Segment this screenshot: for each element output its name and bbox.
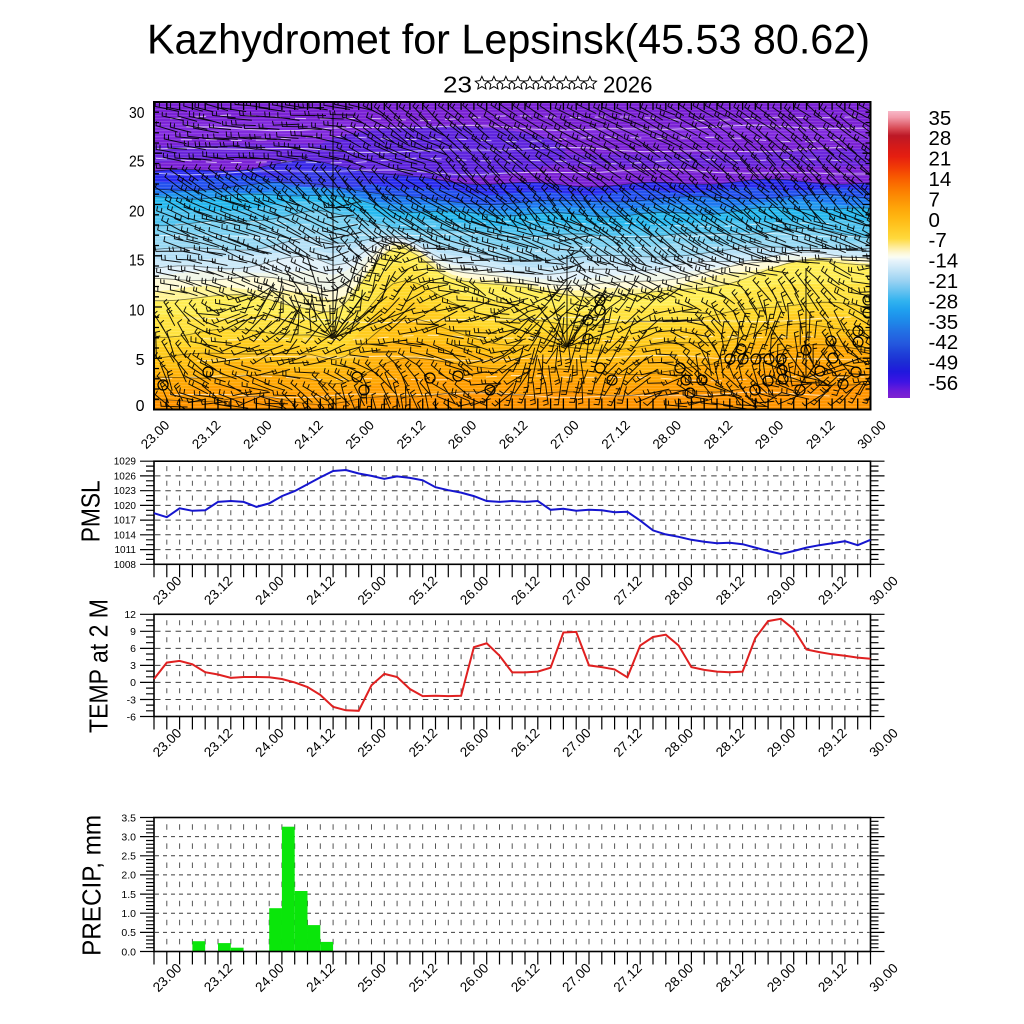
svg-text:-35: -35 [929, 311, 959, 334]
svg-text:-56: -56 [929, 372, 959, 395]
svg-text:7: 7 [929, 188, 940, 211]
svg-text:0.0: 0.0 [121, 946, 136, 958]
svg-text:1029: 1029 [114, 457, 137, 468]
svg-text:21: 21 [929, 148, 952, 171]
svg-text:-3: -3 [127, 694, 136, 706]
svg-text:-6: -6 [127, 711, 136, 723]
svg-text:5: 5 [136, 352, 145, 369]
svg-text:2026: 2026 [603, 72, 653, 98]
svg-text:TEMP at 2 M: TEMP at 2 M [84, 599, 114, 733]
svg-text:2.5: 2.5 [121, 851, 136, 863]
svg-text:35: 35 [929, 107, 952, 130]
svg-text:-28: -28 [929, 290, 959, 313]
svg-text:1008: 1008 [114, 560, 137, 571]
svg-text:-49: -49 [929, 352, 959, 375]
svg-text:-42: -42 [929, 331, 959, 354]
svg-text:2.0: 2.0 [121, 870, 136, 882]
svg-text:1011: 1011 [114, 545, 136, 556]
svg-text:-7: -7 [929, 229, 947, 252]
svg-text:1014: 1014 [114, 530, 137, 541]
svg-text:-21: -21 [929, 270, 959, 293]
svg-text:PRECIP, mm: PRECIP, mm [77, 815, 107, 956]
svg-text:-14: -14 [929, 250, 959, 273]
svg-text:0: 0 [929, 209, 940, 232]
svg-text:3.0: 3.0 [121, 831, 136, 843]
svg-text:PMSL: PMSL [76, 480, 106, 542]
svg-text:1020: 1020 [114, 501, 137, 512]
svg-text:1017: 1017 [114, 516, 137, 527]
svg-text:Kazhydromet for Lepsinsk(45.53: Kazhydromet for Lepsinsk(45.53 80.62) [147, 16, 870, 63]
svg-text:12: 12 [124, 609, 136, 621]
svg-text:0.5: 0.5 [121, 927, 136, 939]
svg-text:28: 28 [929, 127, 952, 150]
svg-text:9: 9 [130, 626, 136, 638]
svg-text:6: 6 [130, 643, 136, 655]
svg-text:20: 20 [129, 203, 145, 220]
svg-text:0: 0 [130, 677, 136, 689]
svg-text:1.0: 1.0 [121, 908, 136, 920]
svg-text:3.5: 3.5 [121, 812, 136, 824]
svg-text:15: 15 [129, 253, 145, 270]
svg-text:14: 14 [929, 168, 952, 191]
svg-text:30: 30 [129, 105, 145, 122]
svg-text:3: 3 [130, 660, 136, 672]
svg-text:25: 25 [129, 154, 145, 171]
svg-text:23: 23 [443, 72, 472, 98]
svg-text:0: 0 [136, 398, 145, 415]
svg-text:10: 10 [129, 302, 145, 319]
svg-text:1026: 1026 [114, 471, 137, 482]
svg-text:1023: 1023 [114, 486, 137, 497]
svg-text:1.5: 1.5 [121, 889, 136, 901]
